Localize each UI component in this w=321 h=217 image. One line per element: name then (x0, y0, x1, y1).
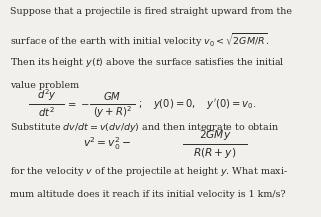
Text: surface of the earth with initial velocity $v_0 < \sqrt{2GM/R}$.: surface of the earth with initial veloci… (10, 31, 269, 49)
Text: Suppose that a projectile is fired straight upward from the: Suppose that a projectile is fired strai… (10, 7, 292, 15)
Text: $dt^2$: $dt^2$ (38, 105, 55, 119)
Text: for the velocity $v$ of the projectile at height $y$. What maxi-: for the velocity $v$ of the projectile a… (10, 165, 288, 178)
Text: $= -$: $= -$ (66, 99, 90, 108)
Text: mum altitude does it reach if its initial velocity is 1 km/s?: mum altitude does it reach if its initia… (10, 190, 285, 199)
Text: Then its height $y(t)$ above the surface satisfies the initial: Then its height $y(t)$ above the surface… (10, 56, 284, 69)
Text: $GM$: $GM$ (103, 90, 121, 102)
Text: $v^2 = v_0^2 -$: $v^2 = v_0^2 -$ (83, 135, 132, 152)
Text: $;\quad y(0) = 0, \quad y'(0) = v_0.$: $;\quad y(0) = 0, \quad y'(0) = v_0.$ (138, 97, 256, 111)
Text: $2GMy$: $2GMy$ (199, 128, 231, 142)
Text: $(y + R)^2$: $(y + R)^2$ (93, 105, 132, 120)
Text: Substitute $dv/dt = v(dv/dy)$ and then integrate to obtain: Substitute $dv/dt = v(dv/dy)$ and then i… (10, 121, 279, 134)
Text: $d^2y$: $d^2y$ (37, 88, 56, 104)
Text: value problem: value problem (10, 81, 79, 90)
Text: $R(R + y)$: $R(R + y)$ (193, 146, 237, 160)
